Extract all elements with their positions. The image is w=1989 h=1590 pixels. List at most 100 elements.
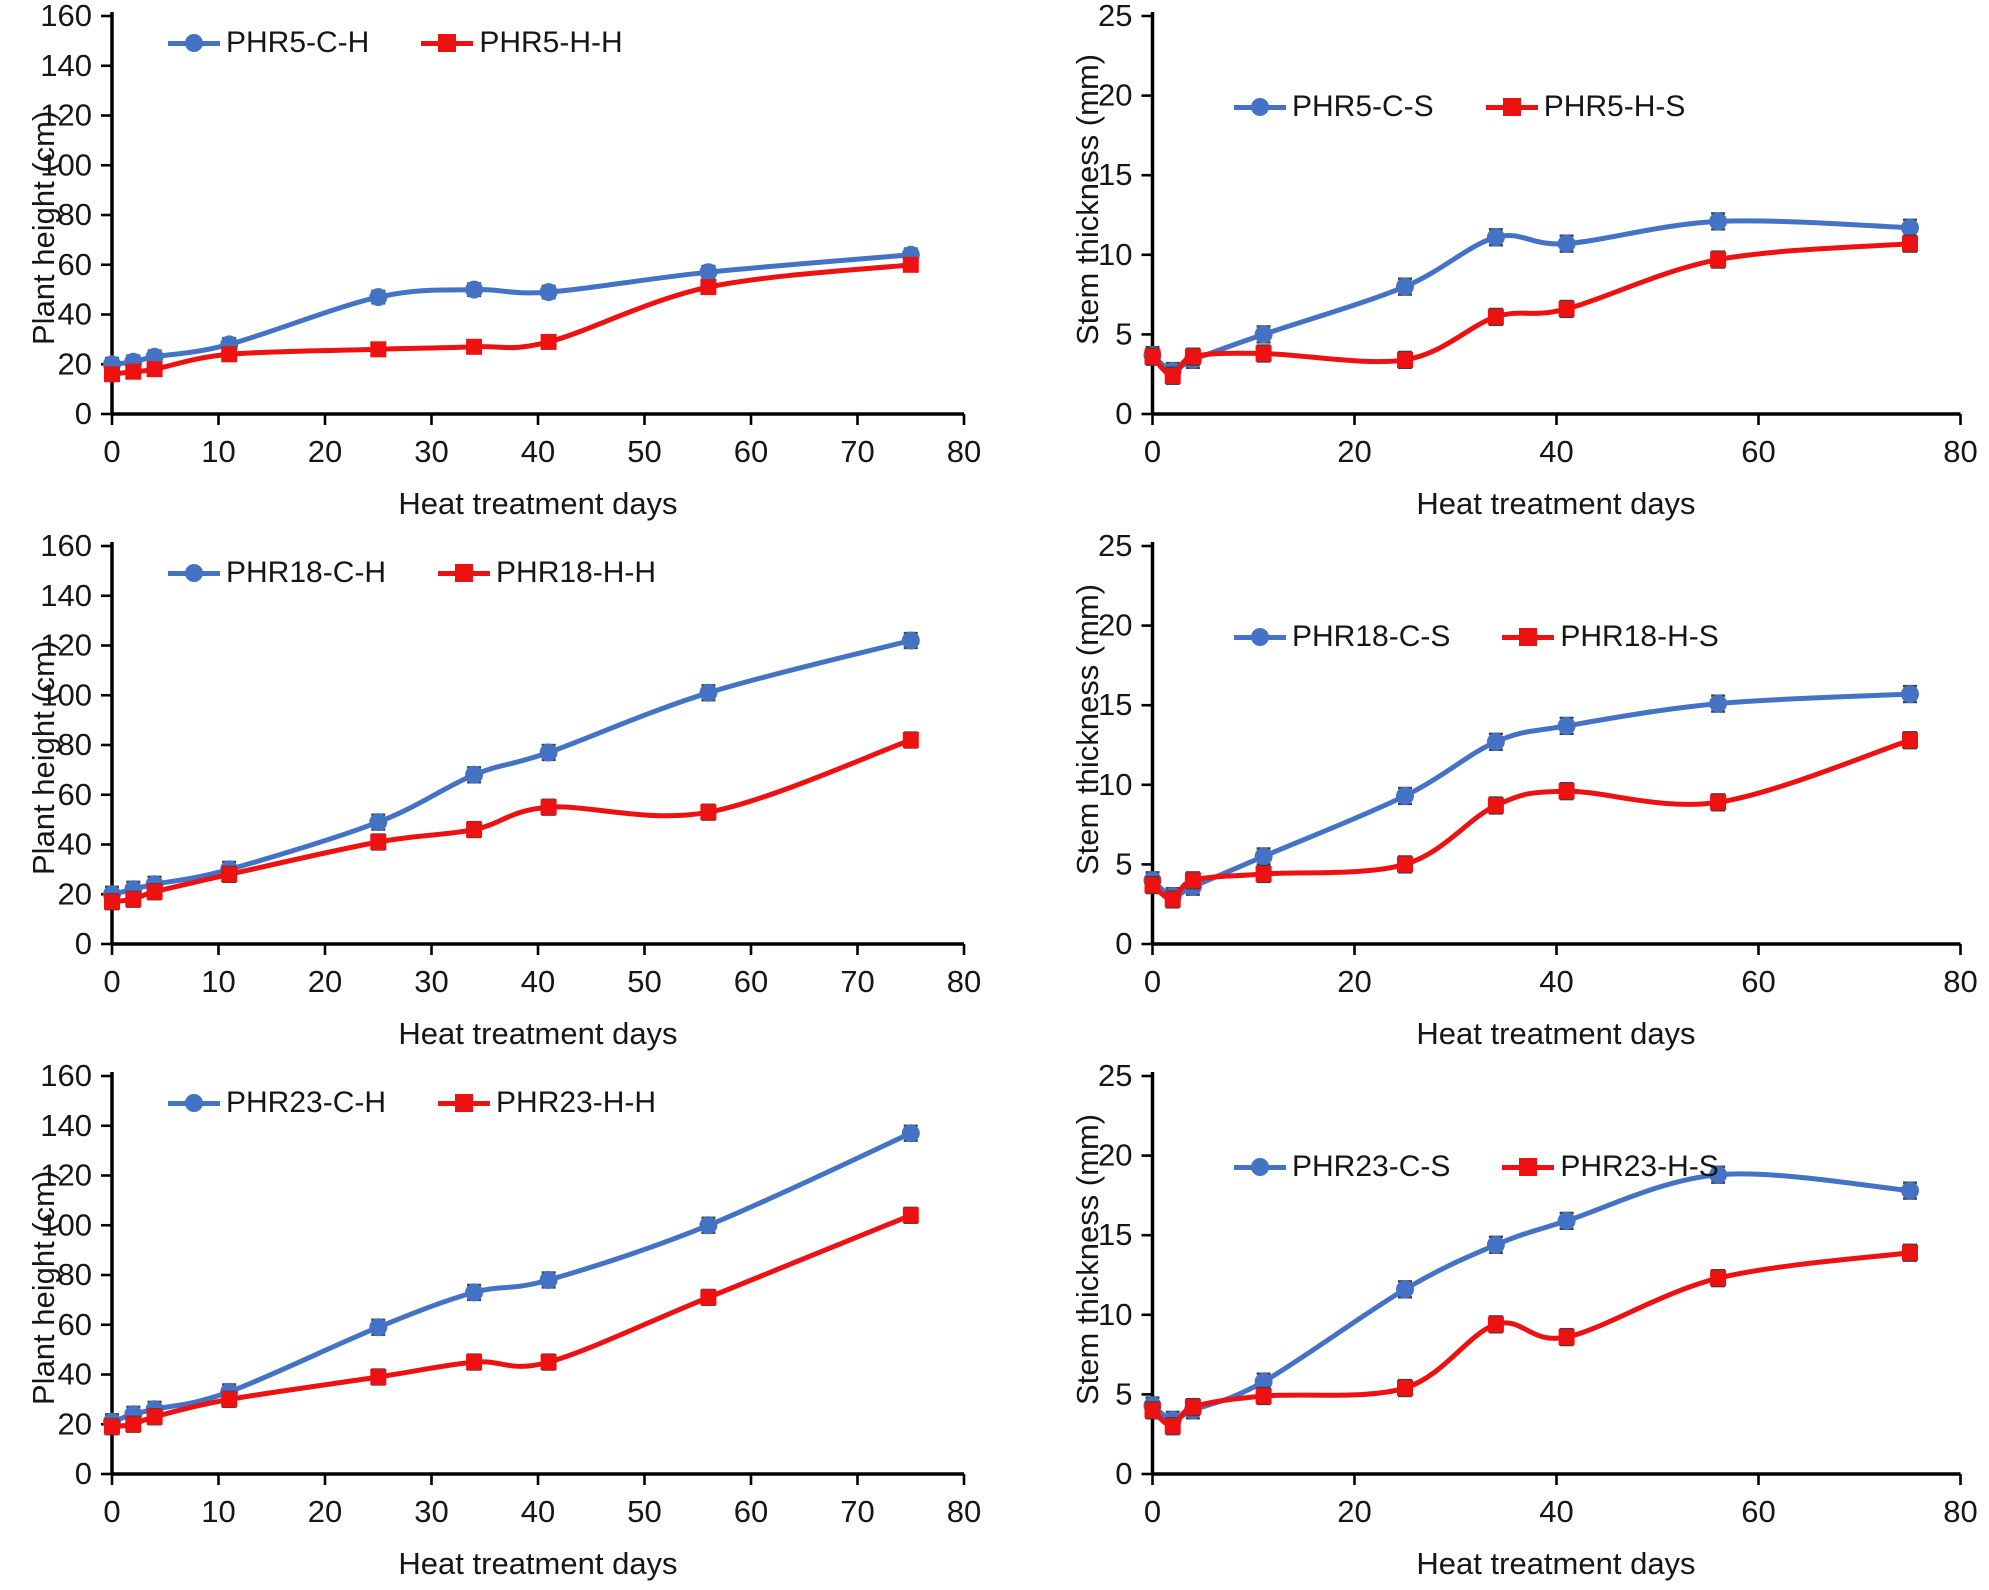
data-point-square [1255,345,1272,362]
legend: PHR23-C-S PHR23-H-S [1234,1152,1719,1182]
y-tick-label: 120 [40,1158,92,1193]
legend-label: PHR18-H-S [1560,620,1719,653]
data-point-square [1164,1418,1181,1435]
data-point-circle [369,1318,388,1337]
data-point-square [1487,308,1504,325]
x-tick-label: 80 [947,964,981,999]
x-tick-label: 0 [103,964,120,999]
x-tick-label: 20 [1337,964,1371,999]
x-tick-label: 20 [1337,434,1371,469]
y-tick-label: 25 [1098,0,1132,33]
y-tick-label: 140 [40,578,92,613]
x-tick-label: 60 [1741,1494,1775,1529]
data-point-square [370,834,387,850]
y-axis-title: Stem thickness (mm) [1070,53,1105,345]
chart-panel-phr23-stem: 0 5 10 15 20 25 0 20 40 60 80 Stem thickness (mm) … [994,1060,1989,1590]
x-tick-label: 50 [627,964,661,999]
x-axis-title: Heat treatment days [1416,1546,1696,1581]
y-tick-label: 25 [1098,1060,1132,1093]
error-bars [1145,1243,1917,1436]
chart-panel-phr18-height: 0 20 40 60 80 100 120 140 160 0 10 20 30 40 50 60 70 80 P… [0,530,994,1060]
data-point-square [370,1369,387,1385]
y-tick-label: 15 [1098,687,1132,722]
legend-item-series-1: PHR5-H-S [1485,92,1685,122]
data-point-square [104,1418,120,1435]
series-line-PHR18-C-H [109,638,914,897]
data-point-square [1487,1316,1504,1333]
legend: PHR5-C-S PHR5-H-S [1234,92,1685,122]
data-point-square [1710,794,1727,811]
y-tick-label: 160 [40,1060,92,1093]
legend-marker-circle-icon [168,562,220,584]
x-tick-label: 0 [1144,1494,1161,1529]
y-tick-label: 40 [58,297,92,332]
data-point-circle [1486,732,1505,751]
x-tick-label: 60 [734,964,768,999]
error-bars [105,731,918,911]
error-bars [1145,234,1917,385]
legend-label: PHR23-H-H [496,1086,657,1119]
y-tick-label: 10 [1098,767,1132,802]
legend-label: PHR5-C-S [1292,90,1434,123]
legend-marker-circle-icon [168,32,220,54]
y-tick-label: 15 [1098,1217,1132,1252]
x-tick-label: 30 [414,1494,448,1529]
data-point-square [1902,1244,1918,1261]
data-point-circle [699,683,718,702]
y-tick-label: 5 [1115,846,1132,881]
chart-panel-phr18-stem: 0 5 10 15 20 25 0 20 40 60 80 Stem thickness (mm) … [994,530,1989,1060]
data-point-circle [539,1271,558,1289]
x-tick-label: 80 [1943,1494,1977,1529]
x-tick-label: 80 [947,434,981,469]
data-point-circle [1557,1211,1576,1230]
legend-item-series-0: PHR23-C-H [168,1088,386,1118]
y-axis-title: Plant height (cm) [26,640,61,875]
legend-item-series-0: PHR18-C-S [1234,622,1450,652]
data-point-circle [1396,786,1414,805]
y-tick-label: 5 [1115,316,1132,351]
plot-svg-phr5-height: 0 20 40 60 80 100 120 140 160 0 10 20 30 40 50 60 70 80 [40,0,981,469]
y-tick-label: 120 [40,98,92,133]
legend: PHR23-C-H PHR23-H-H [168,1088,656,1118]
y-tick-label: 140 [40,1108,92,1143]
legend-marker-square-icon [421,32,474,54]
legend-label: PHR18-C-S [1292,620,1451,653]
data-point-square [1255,1388,1272,1404]
data-point-square [125,1416,142,1433]
data-point-square [700,804,717,821]
y-tick-label: 100 [40,1207,92,1242]
data-point-circle [1557,716,1576,735]
data-point-square [1558,300,1575,317]
y-tick-label: 0 [1115,1456,1132,1491]
y-axis-ticks: 0 5 10 15 20 25 [1098,1060,1153,1491]
data-point-square [1164,891,1181,908]
data-point-circle [539,743,558,762]
data-point-square [1902,235,1918,252]
data-point-circle [699,263,718,282]
x-axis-ticks: 0 20 40 60 80 [1144,1474,1978,1529]
legend-item-series-0: PHR5-C-H [168,28,369,58]
legend-label: PHR23-C-S [1292,1150,1451,1183]
y-tick-label: 160 [40,0,92,33]
data-point-circle [465,765,484,784]
legend-label: PHR5-H-H [479,26,623,59]
y-tick-label: 0 [1115,926,1132,961]
data-point-circle [539,283,558,302]
y-tick-label: 5 [1115,1376,1132,1411]
legend-label: PHR23-H-S [1560,1150,1719,1183]
legend-marker-square-icon [438,1092,491,1114]
legend-item-series-1: PHR18-H-H [438,558,656,588]
y-axis-title: Stem thickness (mm) [1070,1113,1105,1405]
x-tick-label: 40 [521,1494,555,1529]
data-point-circle [369,813,388,832]
y-tick-label: 80 [58,197,92,232]
data-point-square [466,821,483,838]
y-axis-title: Stem thickness (mm) [1070,583,1105,875]
y-tick-label: 10 [1098,1297,1132,1332]
plot-svg-phr18-height: 0 20 40 60 80 100 120 140 160 0 10 20 30 40 50 60 70 80 [40,530,981,999]
legend-item-series-1: PHR23-H-S [1502,1150,1719,1183]
x-axis-title: Heat treatment days [398,1546,678,1581]
x-tick-label: 40 [1539,434,1573,469]
x-axis-title: Heat treatment days [398,486,678,521]
